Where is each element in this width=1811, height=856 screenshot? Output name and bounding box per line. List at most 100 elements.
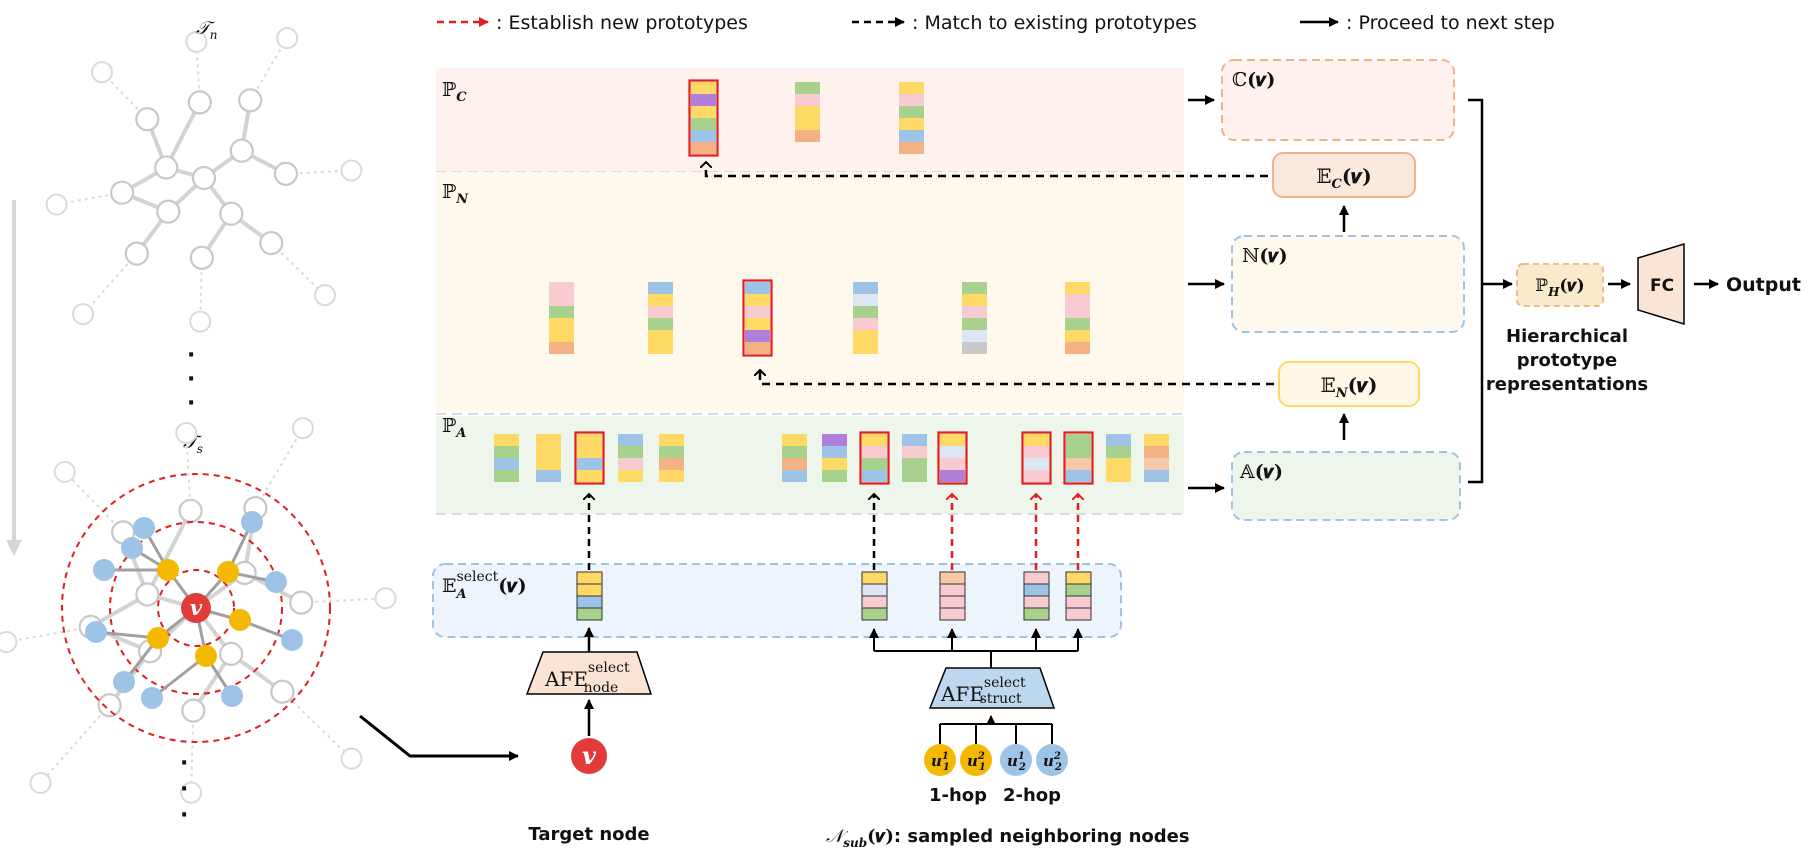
svg-text:prototype: prototype <box>1517 350 1618 371</box>
en-match-arrow <box>760 370 1274 386</box>
tree-node <box>135 107 160 132</box>
prototype-vector <box>742 279 773 357</box>
hop-ring <box>61 473 331 743</box>
vector-cell <box>1144 446 1169 458</box>
vector-cell <box>940 470 965 482</box>
tree-top-label: 𝒯n <box>196 18 218 42</box>
vector-cell <box>962 318 987 330</box>
prototype-vector <box>1065 571 1092 621</box>
svg-text:·: · <box>187 391 195 416</box>
prototype-vector <box>861 571 888 621</box>
vector-cell <box>782 458 807 470</box>
neighbor-node: u2 2 <box>1036 744 1068 776</box>
vector-cell <box>962 342 987 354</box>
new-prototype-outline <box>1021 431 1052 485</box>
vector-cell <box>795 82 820 94</box>
vector-cell <box>745 306 770 318</box>
select-embedding-box <box>432 563 1122 638</box>
vector-cell <box>1024 470 1049 482</box>
vector-cell <box>1144 470 1169 482</box>
tree-top <box>45 27 363 333</box>
tree-node <box>135 582 160 607</box>
tree-node <box>238 88 263 113</box>
vector-cell <box>618 458 643 470</box>
vector-cell <box>659 470 684 482</box>
vector-cell <box>536 446 561 458</box>
vector-cell <box>691 118 716 130</box>
vector-cell <box>1065 583 1092 597</box>
prototype-vector <box>937 431 968 485</box>
new-prototype-outline <box>688 79 719 157</box>
prototype-vector <box>939 571 966 621</box>
svg-text:·: · <box>180 777 188 802</box>
legend-match-label: : Match to existing prototypes <box>912 12 1197 34</box>
hop2-node <box>281 629 303 651</box>
vector-cell <box>1065 282 1090 294</box>
fc-label: FC <box>1650 276 1674 296</box>
vector-cell <box>745 318 770 330</box>
vector-cell <box>618 446 643 458</box>
pool-a-label: ℙA <box>442 415 466 441</box>
vector-cell <box>745 294 770 306</box>
afe-struct-block <box>928 667 1056 709</box>
vector-cell <box>576 571 603 585</box>
vector-cell <box>648 318 673 330</box>
nv-label: ℕ(𝒗) <box>1242 245 1288 267</box>
prototype-vector <box>1063 431 1094 485</box>
tree-node <box>191 165 217 191</box>
afe-struct-label: AFEselect struct <box>940 675 1026 707</box>
vector-cell <box>577 446 602 458</box>
tree-bottom: v <box>0 417 397 804</box>
hop1-node <box>229 609 251 631</box>
output-label: Output <box>1726 274 1801 296</box>
vector-cell <box>899 130 924 142</box>
prototype-vector <box>1021 431 1052 485</box>
vector-cell <box>1066 434 1091 446</box>
vector-cell <box>1066 458 1091 470</box>
ph-box <box>1516 263 1604 307</box>
prototype-vector <box>822 434 847 482</box>
afe-node-block <box>525 651 653 695</box>
new-prototype-outline <box>574 431 605 485</box>
vector-cell <box>659 458 684 470</box>
svg-text:Hierarchical: Hierarchical <box>1506 326 1628 347</box>
hop-ring <box>109 521 283 695</box>
prototype-vector <box>902 434 927 482</box>
vector-cell <box>861 583 888 597</box>
vector-cell <box>902 458 927 470</box>
vector-cell <box>940 434 965 446</box>
vector-cell <box>899 82 924 94</box>
prototype-vector <box>648 282 673 354</box>
neighbor-nodes: u1 1 u2 1 u1 2 u2 2 <box>924 744 1068 776</box>
neighbor-node-label: u1 2 <box>1007 751 1026 773</box>
prototype-vector <box>795 82 820 142</box>
vertical-dots-2: · · · <box>180 751 188 828</box>
prototype-vector <box>1023 571 1050 621</box>
prototype-vector <box>782 434 807 482</box>
en-box <box>1278 361 1420 407</box>
vector-cell <box>494 446 519 458</box>
sampled-subgraph: v <box>61 473 331 743</box>
tree-node <box>270 679 295 704</box>
vector-cell <box>962 294 987 306</box>
vector-cell <box>1065 607 1092 621</box>
svg-text:·: · <box>180 751 188 776</box>
hierarchical-caption: Hierarchical prototype representations <box>1486 326 1648 395</box>
en-label: 𝔼N(𝒗) <box>1321 373 1378 401</box>
tree-node <box>156 199 181 224</box>
neighbor-node: u1 2 <box>1000 744 1032 776</box>
vector-cell <box>549 294 574 306</box>
vector-cell <box>795 106 820 118</box>
tree-structure <box>45 27 363 333</box>
vector-cell <box>899 94 924 106</box>
vector-cell <box>1065 318 1090 330</box>
av-box <box>1231 451 1461 521</box>
hop2-node <box>121 537 143 559</box>
vector-cell <box>618 434 643 446</box>
vector-cell <box>939 607 966 621</box>
tree-node <box>109 180 135 205</box>
vector-cell <box>648 342 673 354</box>
new-prototype-outline <box>742 279 773 357</box>
vector-cell <box>576 607 603 621</box>
aggregation-bracket <box>1468 98 1484 484</box>
